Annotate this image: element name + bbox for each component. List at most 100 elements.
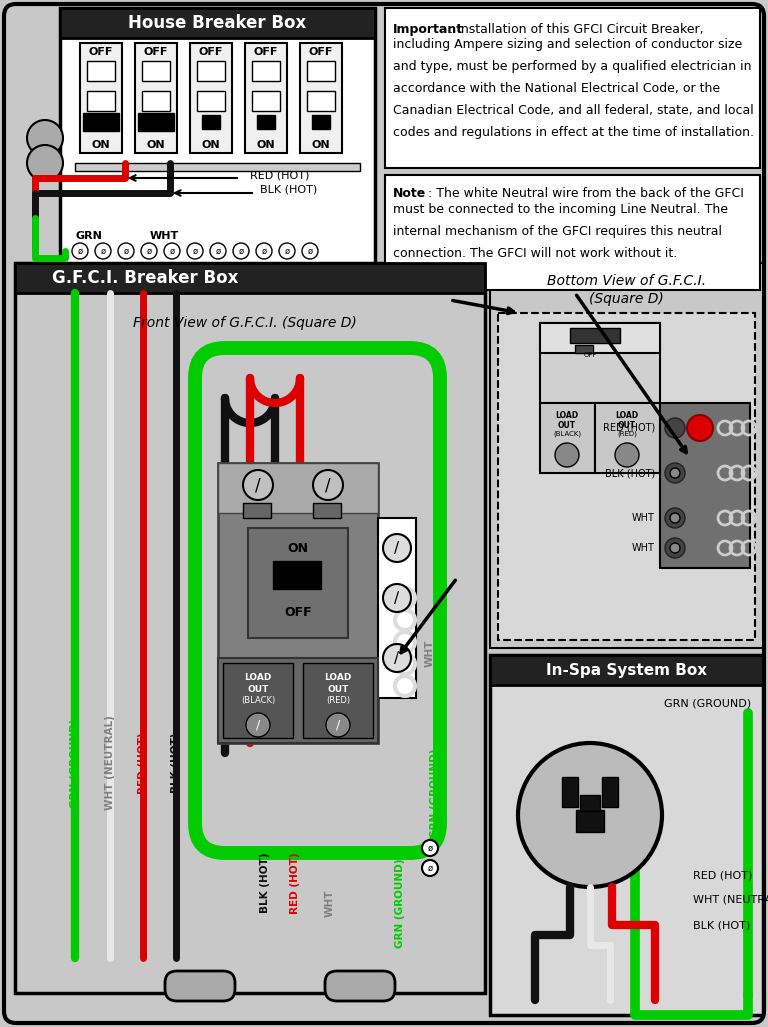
Circle shape bbox=[687, 415, 713, 441]
Bar bbox=[385, 8, 760, 168]
Bar bbox=[252, 91, 280, 111]
Text: (BLACK): (BLACK) bbox=[241, 695, 275, 705]
Bar bbox=[60, 8, 375, 38]
Bar bbox=[142, 61, 170, 81]
Circle shape bbox=[670, 468, 680, 478]
Text: GRN (GROUND): GRN (GROUND) bbox=[664, 698, 752, 708]
Circle shape bbox=[665, 538, 685, 558]
Bar bbox=[138, 113, 174, 131]
Circle shape bbox=[302, 243, 318, 259]
Text: ø: ø bbox=[147, 246, 151, 256]
Text: RED (HOT): RED (HOT) bbox=[290, 852, 300, 914]
Text: /: / bbox=[336, 719, 340, 731]
Text: RED (HOT): RED (HOT) bbox=[138, 732, 148, 794]
Text: LOAD: LOAD bbox=[324, 674, 352, 683]
Bar bbox=[190, 43, 232, 153]
Text: : The white Neutral wire from the back of the GFCI: : The white Neutral wire from the back o… bbox=[428, 187, 744, 200]
Bar bbox=[75, 163, 360, 172]
Text: OFF: OFF bbox=[584, 352, 597, 358]
Text: OFF: OFF bbox=[199, 47, 223, 58]
Text: /: / bbox=[255, 476, 261, 494]
Text: WHT (NEUTRAL): WHT (NEUTRAL) bbox=[105, 716, 115, 810]
Text: LOAD: LOAD bbox=[555, 412, 578, 420]
Bar bbox=[248, 528, 348, 638]
Circle shape bbox=[555, 443, 579, 467]
Circle shape bbox=[383, 534, 411, 562]
Text: RED (HOT): RED (HOT) bbox=[693, 870, 753, 880]
Circle shape bbox=[383, 644, 411, 672]
Circle shape bbox=[164, 243, 180, 259]
Text: OFF: OFF bbox=[309, 47, 333, 58]
Text: must be connected to the incoming Line Neutral. The: must be connected to the incoming Line N… bbox=[393, 203, 728, 216]
Circle shape bbox=[72, 243, 88, 259]
Circle shape bbox=[665, 418, 685, 438]
Bar bbox=[378, 518, 416, 698]
Bar bbox=[307, 91, 335, 111]
Bar bbox=[142, 91, 170, 111]
Text: ø: ø bbox=[193, 246, 197, 256]
Bar bbox=[15, 263, 485, 993]
Text: G.F.C.I. Breaker Box: G.F.C.I. Breaker Box bbox=[51, 269, 238, 287]
Text: : Installation of this GFCI Circuit Breaker,: : Installation of this GFCI Circuit Brea… bbox=[449, 23, 703, 36]
Text: /: / bbox=[395, 540, 399, 556]
Text: ON: ON bbox=[257, 140, 275, 150]
Text: ø: ø bbox=[216, 246, 220, 256]
Bar bbox=[218, 463, 378, 743]
Bar bbox=[313, 503, 341, 518]
Bar bbox=[245, 43, 287, 153]
Bar bbox=[490, 655, 763, 1015]
Bar bbox=[218, 658, 378, 743]
Text: LOAD: LOAD bbox=[615, 412, 638, 420]
Bar bbox=[218, 463, 378, 514]
Circle shape bbox=[422, 840, 438, 855]
Text: ø: ø bbox=[78, 246, 83, 256]
Text: /: / bbox=[325, 476, 331, 494]
Circle shape bbox=[615, 443, 639, 467]
Bar bbox=[660, 403, 750, 568]
Text: In-Spa System Box: In-Spa System Box bbox=[546, 662, 707, 678]
Circle shape bbox=[118, 243, 134, 259]
Text: /: / bbox=[395, 650, 399, 665]
Text: OUT: OUT bbox=[558, 420, 576, 429]
Circle shape bbox=[95, 243, 111, 259]
Circle shape bbox=[187, 243, 203, 259]
Text: BLK (HOT): BLK (HOT) bbox=[260, 185, 317, 195]
Bar bbox=[87, 91, 115, 111]
Circle shape bbox=[243, 470, 273, 500]
Text: ø: ø bbox=[261, 246, 266, 256]
Text: OUT: OUT bbox=[247, 685, 269, 693]
Text: ø: ø bbox=[170, 246, 174, 256]
Text: (RED): (RED) bbox=[326, 695, 350, 705]
FancyBboxPatch shape bbox=[4, 4, 764, 1023]
Text: (RED): (RED) bbox=[617, 430, 637, 438]
Bar bbox=[575, 345, 593, 353]
Bar bbox=[562, 777, 578, 807]
Circle shape bbox=[665, 508, 685, 528]
Bar bbox=[60, 8, 375, 263]
Bar bbox=[202, 115, 220, 129]
Bar bbox=[312, 115, 330, 129]
Text: OFF: OFF bbox=[284, 607, 312, 619]
Text: ø: ø bbox=[238, 246, 243, 256]
Circle shape bbox=[233, 243, 249, 259]
FancyBboxPatch shape bbox=[195, 348, 440, 853]
Circle shape bbox=[670, 514, 680, 523]
Text: GRN (GROUND): GRN (GROUND) bbox=[395, 859, 405, 948]
Text: LOAD: LOAD bbox=[244, 674, 272, 683]
Bar bbox=[197, 61, 225, 81]
Text: OUT: OUT bbox=[618, 420, 636, 429]
Bar bbox=[540, 324, 660, 403]
Bar bbox=[570, 328, 620, 343]
FancyBboxPatch shape bbox=[325, 971, 395, 1001]
Bar bbox=[135, 43, 177, 153]
Text: BLK (HOT): BLK (HOT) bbox=[693, 920, 750, 930]
Bar bbox=[252, 61, 280, 81]
Bar bbox=[303, 663, 373, 738]
Bar bbox=[80, 43, 122, 153]
Text: ø: ø bbox=[124, 246, 128, 256]
Text: GRN (GROUND): GRN (GROUND) bbox=[70, 718, 80, 808]
Circle shape bbox=[518, 743, 662, 887]
Bar bbox=[490, 655, 763, 685]
Text: Bottom View of G.F.C.I.: Bottom View of G.F.C.I. bbox=[547, 274, 706, 288]
Bar bbox=[595, 403, 660, 473]
